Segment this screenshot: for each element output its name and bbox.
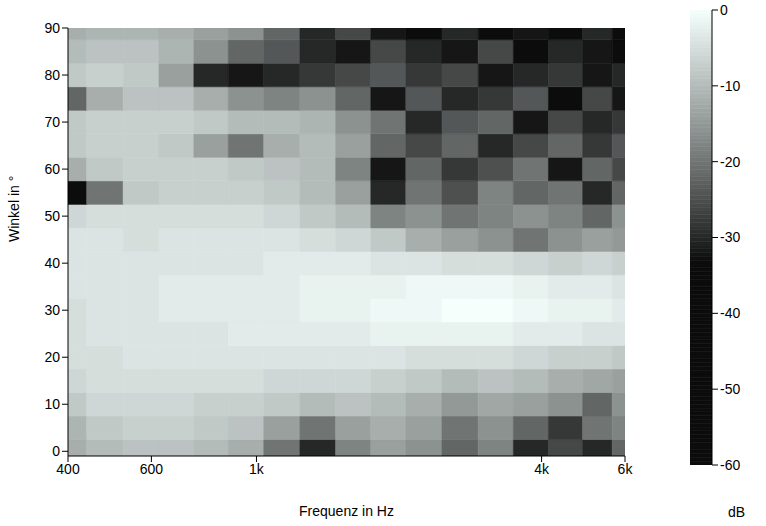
svg-text:-50: -50: [720, 381, 740, 397]
svg-text:30: 30: [44, 302, 60, 318]
svg-text:90: 90: [44, 20, 60, 36]
svg-text:400: 400: [56, 461, 80, 477]
html-text:dB: dB: [728, 504, 746, 520]
svg-text:70: 70: [44, 114, 60, 130]
svg-text:20: 20: [44, 349, 60, 365]
svg-text:Winkel in °: Winkel in °: [6, 176, 22, 242]
svg-text:6k: 6k: [618, 461, 634, 477]
svg-text:-30: -30: [720, 229, 740, 245]
svg-text:-10: -10: [720, 78, 740, 94]
svg-text:50: 50: [44, 208, 60, 224]
svg-text:600: 600: [140, 461, 164, 477]
svg-text:0: 0: [52, 443, 60, 459]
svg-text:40: 40: [44, 255, 60, 271]
svg-text:4k: 4k: [534, 461, 550, 477]
svg-text:10: 10: [44, 396, 60, 412]
svg-text:80: 80: [44, 67, 60, 83]
svg-text:-60: -60: [720, 457, 740, 473]
svg-text:-20: -20: [720, 154, 740, 170]
svg-text:0: 0: [720, 2, 728, 18]
svg-text:60: 60: [44, 161, 60, 177]
svg-text:1k: 1k: [249, 461, 265, 477]
svg-text:Frequenz in Hz: Frequenz in Hz: [299, 503, 394, 519]
svg-text:-40: -40: [720, 305, 740, 321]
